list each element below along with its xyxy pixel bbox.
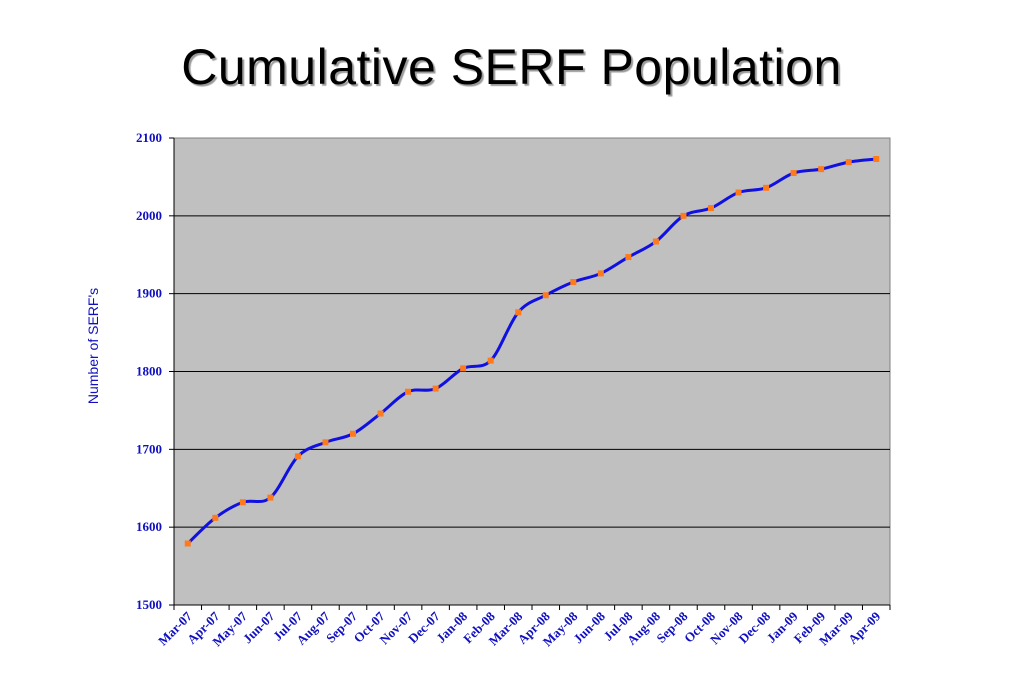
data-point [322, 439, 329, 446]
data-point [652, 238, 659, 245]
data-point [487, 357, 494, 364]
y-tick-label: 1800 [136, 364, 162, 379]
y-tick-label: 1600 [136, 519, 162, 534]
x-tick-label: Jun-08 [570, 608, 608, 646]
x-tick-label: Jun-07 [240, 608, 278, 646]
data-point [350, 430, 356, 437]
y-tick-label: 1700 [136, 441, 162, 456]
data-point [708, 205, 714, 212]
y-tick-label: 2000 [136, 208, 162, 223]
y-tick-label: 1900 [136, 286, 162, 301]
data-point [570, 278, 577, 285]
data-point [790, 170, 797, 177]
y-tick-label: 2100 [136, 130, 162, 145]
data-point [873, 156, 880, 163]
data-point [294, 453, 301, 460]
y-tick-label: 1500 [136, 597, 162, 612]
data-point [845, 159, 852, 166]
data-point [460, 365, 467, 372]
data-point [680, 212, 687, 219]
data-point [818, 166, 825, 173]
data-point [267, 494, 274, 501]
data-point [542, 292, 549, 299]
page-title: Cumulative SERF Population [181, 39, 842, 95]
data-point [735, 189, 742, 196]
x-tick-label: Apr-09 [845, 608, 884, 647]
data-point [184, 540, 191, 547]
data-point [405, 388, 412, 395]
y-axis-label: Number of SERF's [85, 288, 101, 404]
data-point [763, 184, 770, 191]
data-point [625, 254, 632, 261]
data-point [597, 270, 604, 277]
data-point [377, 410, 384, 417]
data-point [432, 385, 439, 392]
data-point [212, 514, 219, 521]
data-point [515, 309, 522, 316]
data-point [239, 499, 246, 506]
